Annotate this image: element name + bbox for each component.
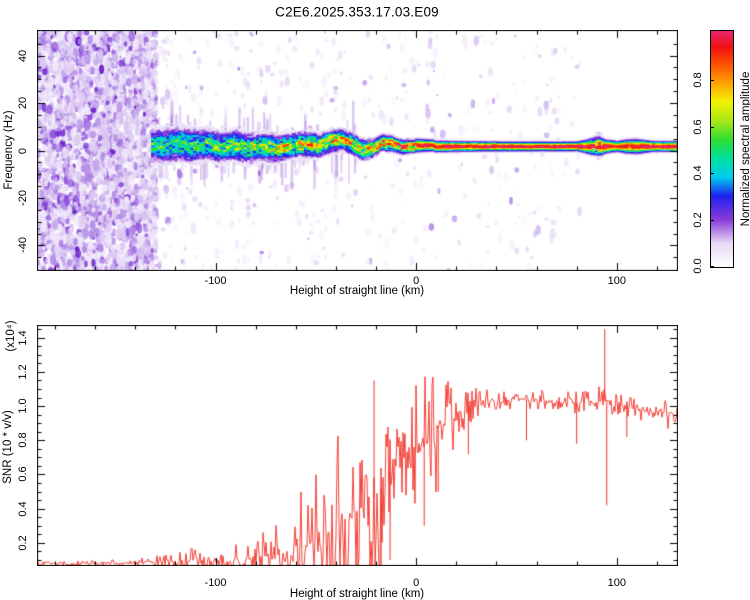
frequency-tick-label: -40 [17,237,29,254]
colorbar-tick-label: 0.2 [692,211,704,228]
top-height-tick-label: -100 [204,275,227,287]
snr-axis-multiplier: (x10⁴) [5,320,17,352]
top-height-axis-label: Height of straight line (km) [289,285,425,297]
colorbar-tick-mark [710,220,714,221]
top-height-tick-label: 0 [413,275,420,287]
snr-tick-label: 1.0 [17,398,29,414]
snr-tick-label: 1.4 [17,330,29,346]
frequency-tick-label: 40 [17,49,29,62]
snr-tick-label: 1.2 [17,364,29,380]
snr-tick-label: 0.2 [17,535,29,551]
colorbar-tick-label: 0.6 [692,119,704,135]
colorbar-tick-mark [710,266,714,267]
colorbar-tick-label: 0.4 [692,165,704,181]
bottom-height-tick-label: -100 [204,577,227,589]
figure-title: C2E6.2025.353.17.03.E09 [275,4,439,20]
colorbar-gradient [710,30,734,268]
frequency-tick-label: 0 [17,147,29,154]
frequency-axis-label: Frequency (Hz) [3,110,15,190]
colorbar-label: Normalized spectral amplitude [740,71,750,227]
frequency-tick-label: 20 [17,96,29,110]
bottom-height-tick-label: 0 [413,577,420,589]
snr-tick-label: 0.6 [17,466,29,483]
colorbar-tick-mark [710,127,714,128]
bottom-height-tick-label: 100 [607,577,626,589]
colorbar-tick-label: 0.0 [692,258,704,274]
bottom-height-axis-label: Height of straight line (km) [289,588,425,600]
snr-tick-label: 0.8 [17,432,29,448]
colorbar-tick-label: 0.8 [692,72,704,89]
colorbar-tick-mark [710,173,714,174]
snr-axis-label: SNR (10 * v/v) [2,410,14,484]
snr-plot-area [37,325,678,566]
top-height-tick-label: 100 [607,275,626,287]
spectrogram-plot-area [37,30,678,271]
colorbar-tick-mark [710,80,714,81]
snr-tick-label: 0.4 [17,501,29,517]
frequency-tick-label: -20 [17,189,29,206]
